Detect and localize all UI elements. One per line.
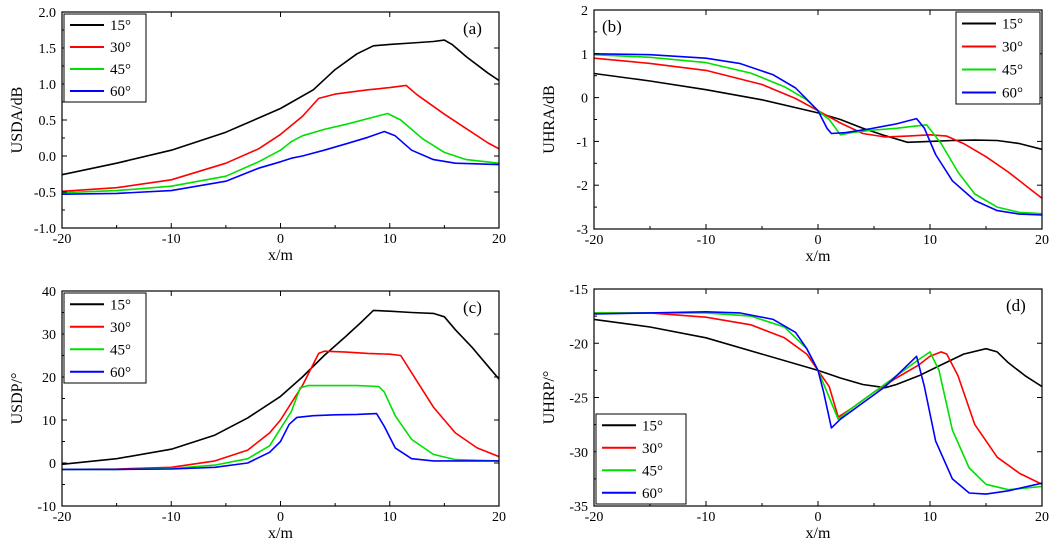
panel-label: (a) bbox=[463, 19, 482, 38]
y-tick-label: 2.0 bbox=[39, 6, 57, 21]
legend-label-15: 15° bbox=[110, 18, 131, 34]
x-tick-label: 20 bbox=[1035, 510, 1049, 525]
y-axis-label: USDP/° bbox=[9, 373, 26, 425]
panel-label: (c) bbox=[463, 298, 482, 317]
x-tick-label: 0 bbox=[277, 232, 284, 247]
y-tick-label: -10 bbox=[37, 500, 56, 515]
y-tick-label: -0.5 bbox=[34, 186, 56, 201]
legend-label-60: 60° bbox=[110, 365, 131, 381]
chart-panel-c: -20 -10 0 10 20-10010203040x/mUSDP/°(c)15°30… bbox=[9, 285, 506, 542]
legend-label-45: 45° bbox=[642, 463, 663, 479]
y-tick-label: -15 bbox=[569, 283, 588, 298]
x-tick-label: 10 bbox=[383, 510, 397, 525]
legend-label-30: 30° bbox=[110, 40, 131, 56]
legend-label-30: 30° bbox=[642, 441, 663, 457]
legend: 15° 30° 45° 60° bbox=[64, 293, 146, 383]
legend-label-60: 60° bbox=[1002, 86, 1023, 102]
legend-label-15: 15° bbox=[1002, 17, 1023, 33]
chart-panel-a: -20 -10 0 10 20-1.0-0.50.00.51.01.52.0x/mUSD… bbox=[9, 6, 506, 264]
y-tick-label: 0 bbox=[49, 457, 56, 472]
panel-label: (b) bbox=[602, 17, 622, 36]
x-tick-label: 0 bbox=[815, 233, 822, 248]
y-tick-label: -3 bbox=[576, 223, 588, 238]
legend-label-45: 45° bbox=[110, 342, 131, 358]
y-tick-label: -35 bbox=[569, 500, 588, 515]
y-axis-label: USDA/dB bbox=[9, 87, 26, 154]
x-axis-label: x/m bbox=[806, 525, 831, 542]
legend-label-45: 45° bbox=[1002, 63, 1023, 79]
legend: 15° 30° 45° 60° bbox=[64, 14, 146, 102]
x-tick-label: 10 bbox=[923, 510, 937, 525]
x-axis-label: x/m bbox=[268, 525, 293, 542]
y-tick-label: -2 bbox=[576, 179, 588, 194]
legend: 15° 30° 45° 60° bbox=[596, 414, 686, 504]
y-tick-label: 0.0 bbox=[39, 150, 57, 165]
legend-label-30: 30° bbox=[110, 320, 131, 336]
y-tick-label: 40 bbox=[42, 285, 56, 300]
legend-label-15: 15° bbox=[642, 418, 663, 434]
series-line-d-15 bbox=[594, 319, 1042, 387]
legend-label-30: 30° bbox=[1002, 40, 1023, 56]
legend: 15° 30° 45° 60° bbox=[956, 12, 1040, 104]
y-tick-label: 0 bbox=[581, 92, 588, 107]
y-tick-label: 1 bbox=[581, 48, 588, 63]
legend-label-60: 60° bbox=[642, 486, 663, 502]
series-line-c-60 bbox=[62, 414, 499, 470]
legend-box bbox=[64, 14, 146, 102]
x-axis-label: x/m bbox=[806, 248, 831, 265]
y-tick-label: -20 bbox=[569, 337, 588, 352]
y-tick-label: 20 bbox=[42, 371, 56, 386]
figure: -20 -10 0 10 20-1.0-0.50.00.51.01.52.0x/mUSD… bbox=[0, 0, 1052, 550]
legend-box bbox=[956, 12, 1040, 104]
legend-box bbox=[64, 293, 146, 383]
y-tick-label: -25 bbox=[569, 392, 588, 407]
y-tick-label: -1 bbox=[576, 135, 588, 150]
series-line-a-45 bbox=[62, 114, 499, 193]
x-tick-label: -10 bbox=[162, 232, 181, 247]
x-tick-label: -10 bbox=[697, 233, 716, 248]
x-tick-label: 20 bbox=[492, 232, 506, 247]
x-tick-label: 0 bbox=[277, 510, 284, 525]
x-tick-label: 10 bbox=[383, 232, 397, 247]
panel-label: (d) bbox=[1006, 296, 1026, 315]
y-tick-label: -30 bbox=[569, 446, 588, 461]
legend-label-45: 45° bbox=[110, 62, 131, 78]
legend-box bbox=[596, 414, 686, 504]
y-tick-label: 0.5 bbox=[39, 114, 57, 129]
x-tick-label: 20 bbox=[492, 510, 506, 525]
x-tick-label: 10 bbox=[923, 233, 937, 248]
x-tick-label: -10 bbox=[162, 510, 181, 525]
y-tick-label: 30 bbox=[42, 328, 56, 343]
legend-label-60: 60° bbox=[110, 84, 131, 100]
y-tick-label: -1.0 bbox=[34, 222, 56, 237]
x-axis-label: x/m bbox=[268, 247, 293, 264]
x-tick-label: 0 bbox=[815, 510, 822, 525]
legend-label-15: 15° bbox=[110, 297, 131, 313]
y-tick-label: 1.5 bbox=[39, 42, 57, 57]
y-tick-label: 10 bbox=[42, 414, 56, 429]
x-tick-label: -10 bbox=[697, 510, 716, 525]
x-tick-label: 20 bbox=[1035, 233, 1049, 248]
chart-panel-d: -20 -10 0 10 20-35-30-25-20-15x/mUHRP/°(d)15… bbox=[541, 283, 1049, 542]
y-axis-label: UHRP/° bbox=[541, 371, 558, 425]
y-tick-label: 2 bbox=[581, 4, 588, 19]
series-line-a-60 bbox=[62, 132, 499, 195]
y-tick-label: 1.0 bbox=[39, 78, 57, 93]
y-axis-label: UHRA/dB bbox=[541, 85, 558, 153]
